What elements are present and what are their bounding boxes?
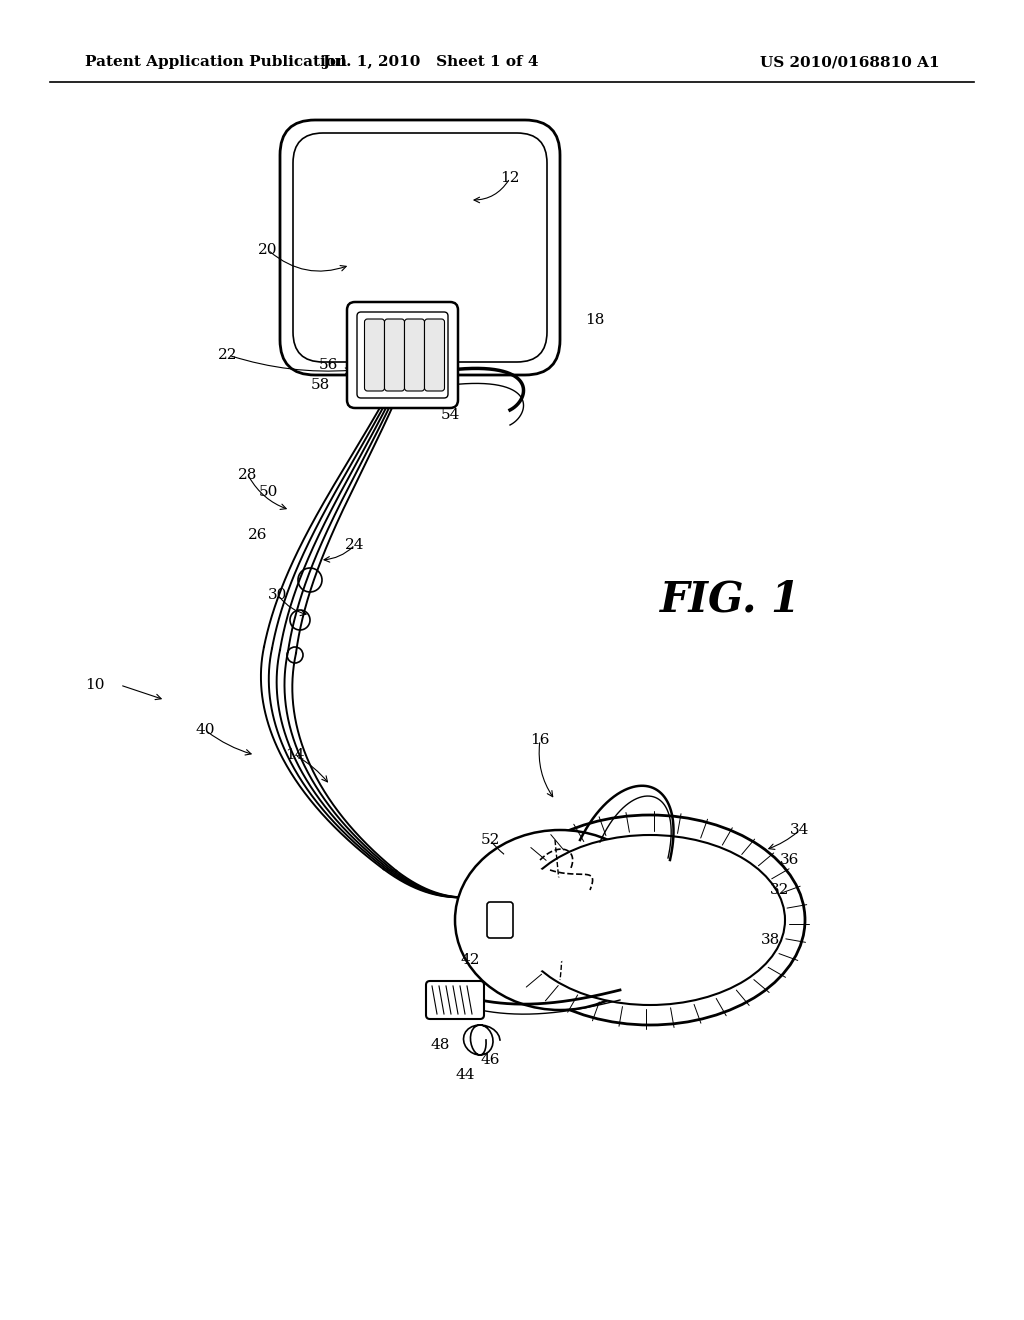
Text: 22: 22 bbox=[218, 348, 238, 362]
Text: 28: 28 bbox=[239, 469, 258, 482]
Text: 42: 42 bbox=[460, 953, 480, 968]
Ellipse shape bbox=[515, 836, 785, 1005]
Text: 48: 48 bbox=[430, 1038, 450, 1052]
Text: FIG. 1: FIG. 1 bbox=[659, 579, 801, 620]
FancyBboxPatch shape bbox=[425, 319, 444, 391]
Text: 56: 56 bbox=[318, 358, 338, 372]
Text: 34: 34 bbox=[791, 822, 810, 837]
Text: Jul. 1, 2010   Sheet 1 of 4: Jul. 1, 2010 Sheet 1 of 4 bbox=[322, 55, 539, 69]
Text: 10: 10 bbox=[85, 678, 104, 692]
FancyBboxPatch shape bbox=[347, 302, 458, 408]
Text: 54: 54 bbox=[440, 408, 460, 422]
FancyBboxPatch shape bbox=[384, 319, 404, 391]
Text: 26: 26 bbox=[248, 528, 267, 543]
FancyBboxPatch shape bbox=[293, 133, 547, 362]
FancyBboxPatch shape bbox=[280, 120, 560, 375]
Text: 44: 44 bbox=[456, 1068, 475, 1082]
FancyBboxPatch shape bbox=[365, 319, 384, 391]
Text: 38: 38 bbox=[761, 933, 779, 946]
FancyBboxPatch shape bbox=[357, 312, 449, 399]
Text: 36: 36 bbox=[780, 853, 800, 867]
Text: US 2010/0168810 A1: US 2010/0168810 A1 bbox=[761, 55, 940, 69]
Text: 20: 20 bbox=[258, 243, 278, 257]
Ellipse shape bbox=[495, 814, 805, 1026]
FancyBboxPatch shape bbox=[426, 981, 484, 1019]
Ellipse shape bbox=[455, 830, 665, 1010]
Text: 16: 16 bbox=[530, 733, 550, 747]
Text: Patent Application Publication: Patent Application Publication bbox=[85, 55, 347, 69]
Text: 30: 30 bbox=[268, 587, 288, 602]
Text: 52: 52 bbox=[480, 833, 500, 847]
Text: 12: 12 bbox=[501, 172, 520, 185]
Text: 18: 18 bbox=[586, 313, 605, 327]
Text: 40: 40 bbox=[196, 723, 215, 737]
FancyBboxPatch shape bbox=[487, 902, 513, 939]
Text: 46: 46 bbox=[480, 1053, 500, 1067]
Text: 50: 50 bbox=[258, 484, 278, 499]
FancyBboxPatch shape bbox=[404, 319, 425, 391]
Text: 58: 58 bbox=[310, 378, 330, 392]
Text: 14: 14 bbox=[286, 748, 305, 762]
Wedge shape bbox=[490, 853, 650, 987]
Text: 24: 24 bbox=[345, 539, 365, 552]
Text: 32: 32 bbox=[770, 883, 790, 898]
